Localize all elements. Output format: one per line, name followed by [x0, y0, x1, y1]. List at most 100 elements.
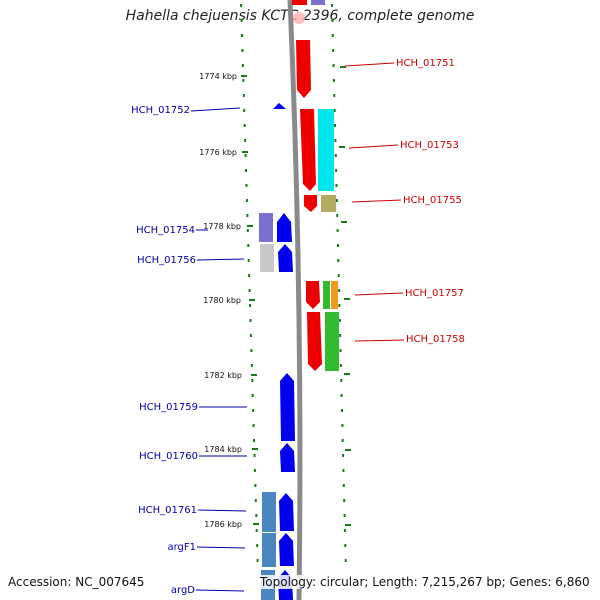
- tick-dot: [249, 319, 252, 322]
- genome-summary-text: Topology: circular; Length: 7,215,267 bp…: [260, 575, 590, 589]
- tick-dot: [335, 184, 338, 187]
- tick-dot: [245, 199, 248, 202]
- gene-label-HCH_01752[interactable]: HCH_01752: [131, 105, 190, 116]
- scale-label: 1786 kbp: [204, 520, 242, 529]
- gene-argF1[interactable]: [262, 533, 276, 567]
- label-leader-line: [197, 509, 247, 512]
- tick-dot: [336, 229, 339, 232]
- gene-label-HCH_01757[interactable]: HCH_01757: [405, 288, 464, 299]
- gene-HCH_01753-cyan[interactable]: [318, 109, 334, 191]
- tick-dot: [331, 34, 334, 37]
- tick-dot: [337, 259, 340, 262]
- tick-dot: [246, 214, 249, 217]
- scale-label: 1776 kbp: [199, 148, 237, 157]
- gene-HCH_01758[interactable]: [325, 312, 339, 371]
- gene-label-HCH_01759[interactable]: HCH_01759: [139, 402, 198, 413]
- gene-HCH_01754[interactable]: [259, 213, 273, 242]
- gene-HCH_01753[interactable]: [300, 109, 316, 191]
- tick-dot: [241, 64, 244, 67]
- gene-HCH_01754-blue[interactable]: [277, 213, 292, 242]
- tick-dot: [340, 394, 343, 397]
- tick-dot: [342, 484, 345, 487]
- gene-argF1-blue[interactable]: [279, 533, 294, 566]
- tick-dot: [246, 229, 249, 232]
- tick-dot: [343, 499, 346, 502]
- tick-dot: [241, 34, 243, 37]
- gene-label-HCH_01751[interactable]: HCH_01751: [396, 58, 455, 69]
- gene-HCH_01759[interactable]: [280, 373, 295, 441]
- right-gene-labels: HCH_01751 HCH_01753 HCH_01755 HCH_01757 …: [344, 58, 465, 345]
- gene-HCH_01755-red[interactable]: [304, 195, 317, 212]
- scale-label: 1774 kbp: [199, 72, 237, 81]
- scale-label: 1784 kbp: [204, 445, 242, 454]
- gene-label-HCH_01755[interactable]: HCH_01755: [403, 195, 462, 206]
- tick-dot: [248, 274, 251, 277]
- gene-HCH_01758-red[interactable]: [307, 312, 322, 371]
- tick-dot: [331, 4, 334, 7]
- tick-marks-right: [331, 4, 347, 562]
- gene-HCH_01761[interactable]: [262, 492, 276, 532]
- tick-dot: [255, 514, 258, 517]
- scale-tick-dashes: [241, 66, 351, 526]
- tick-dot: [341, 424, 344, 427]
- tick-dot: [247, 259, 250, 262]
- tick-dot: [337, 244, 339, 247]
- gene-label-HCH_01758[interactable]: HCH_01758: [406, 334, 465, 345]
- tick-dot: [256, 559, 259, 562]
- tick-dot: [240, 19, 243, 22]
- tick-dot: [334, 154, 337, 157]
- genome-backbone: [287, 0, 303, 600]
- tick-dot: [243, 109, 246, 112]
- tick-dot: [332, 64, 335, 67]
- gene-HCH_01756-blue[interactable]: [278, 244, 293, 272]
- tick-dot: [249, 304, 251, 307]
- label-leader-line: [195, 589, 245, 592]
- gene-label-HCH_01753[interactable]: HCH_01753: [400, 140, 459, 151]
- tick-dot: [255, 529, 258, 532]
- gene-label-HCH_01754[interactable]: HCH_01754: [136, 225, 195, 236]
- gene-label-HCH_01761[interactable]: HCH_01761: [138, 505, 197, 516]
- tick-dot: [338, 304, 341, 307]
- tick-dot: [256, 544, 259, 547]
- tick-dot: [253, 439, 255, 442]
- tick-dot: [252, 409, 255, 412]
- tick-dot: [253, 454, 256, 457]
- gene-HCH_01761-blue[interactable]: [279, 493, 294, 531]
- tick-dot: [249, 334, 252, 337]
- gene-HCH_01751[interactable]: [296, 40, 311, 98]
- tick-dot: [245, 184, 248, 187]
- tick-dot: [343, 529, 346, 532]
- tick-dot: [337, 274, 340, 277]
- gene-HCH_01755[interactable]: [321, 195, 336, 212]
- gene-label-argD[interactable]: argD: [171, 585, 195, 596]
- gene-HCH_01760[interactable]: [280, 443, 295, 472]
- label-leader-line: [348, 144, 399, 149]
- gene-HCH_01757-green[interactable]: [323, 281, 330, 309]
- tick-dot: [335, 169, 338, 172]
- gene-feature-top-red: [292, 0, 307, 5]
- tick-dot: [242, 94, 245, 97]
- gene-label-HCH_01760[interactable]: HCH_01760: [139, 451, 198, 462]
- tick-dot: [252, 424, 255, 427]
- tick-dot: [332, 49, 335, 52]
- tick-dot: [243, 124, 246, 127]
- tick-dot: [339, 334, 342, 337]
- gene-HCH_01757[interactable]: [331, 281, 338, 309]
- tick-dot: [253, 469, 256, 472]
- tick-dot: [254, 499, 257, 502]
- label-leader-line: [190, 107, 241, 112]
- tick-dot: [248, 289, 251, 292]
- tick-dot: [245, 169, 247, 172]
- gene-HCH_01756[interactable]: [260, 244, 274, 272]
- gene-HCH_01757-red[interactable]: [306, 281, 320, 309]
- gene-HCH_01752[interactable]: [273, 103, 286, 109]
- tick-dot: [240, 4, 243, 7]
- gene-label-HCH_01756[interactable]: HCH_01756: [137, 255, 196, 266]
- label-leader-line: [344, 62, 395, 67]
- gene-feature-top-purple: [311, 0, 325, 5]
- label-leader-line: [354, 292, 404, 296]
- gene-label-argF1[interactable]: argF1: [167, 542, 196, 553]
- label-leader-line: [196, 258, 245, 261]
- tick-dot: [250, 349, 253, 352]
